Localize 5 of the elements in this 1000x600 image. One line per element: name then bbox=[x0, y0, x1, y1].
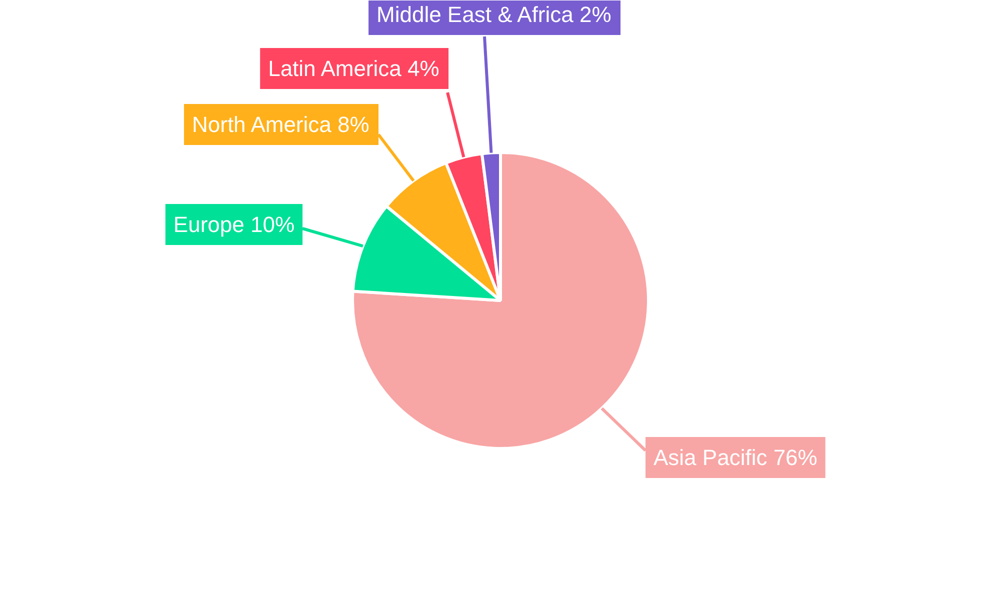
slice-label: North America 8% bbox=[192, 112, 370, 137]
slice-label: Middle East & Africa 2% bbox=[376, 2, 612, 27]
slice-label: Latin America 4% bbox=[268, 56, 440, 81]
slice-label: Asia Pacific 76% bbox=[654, 445, 818, 470]
slice-label: Europe 10% bbox=[173, 212, 295, 237]
